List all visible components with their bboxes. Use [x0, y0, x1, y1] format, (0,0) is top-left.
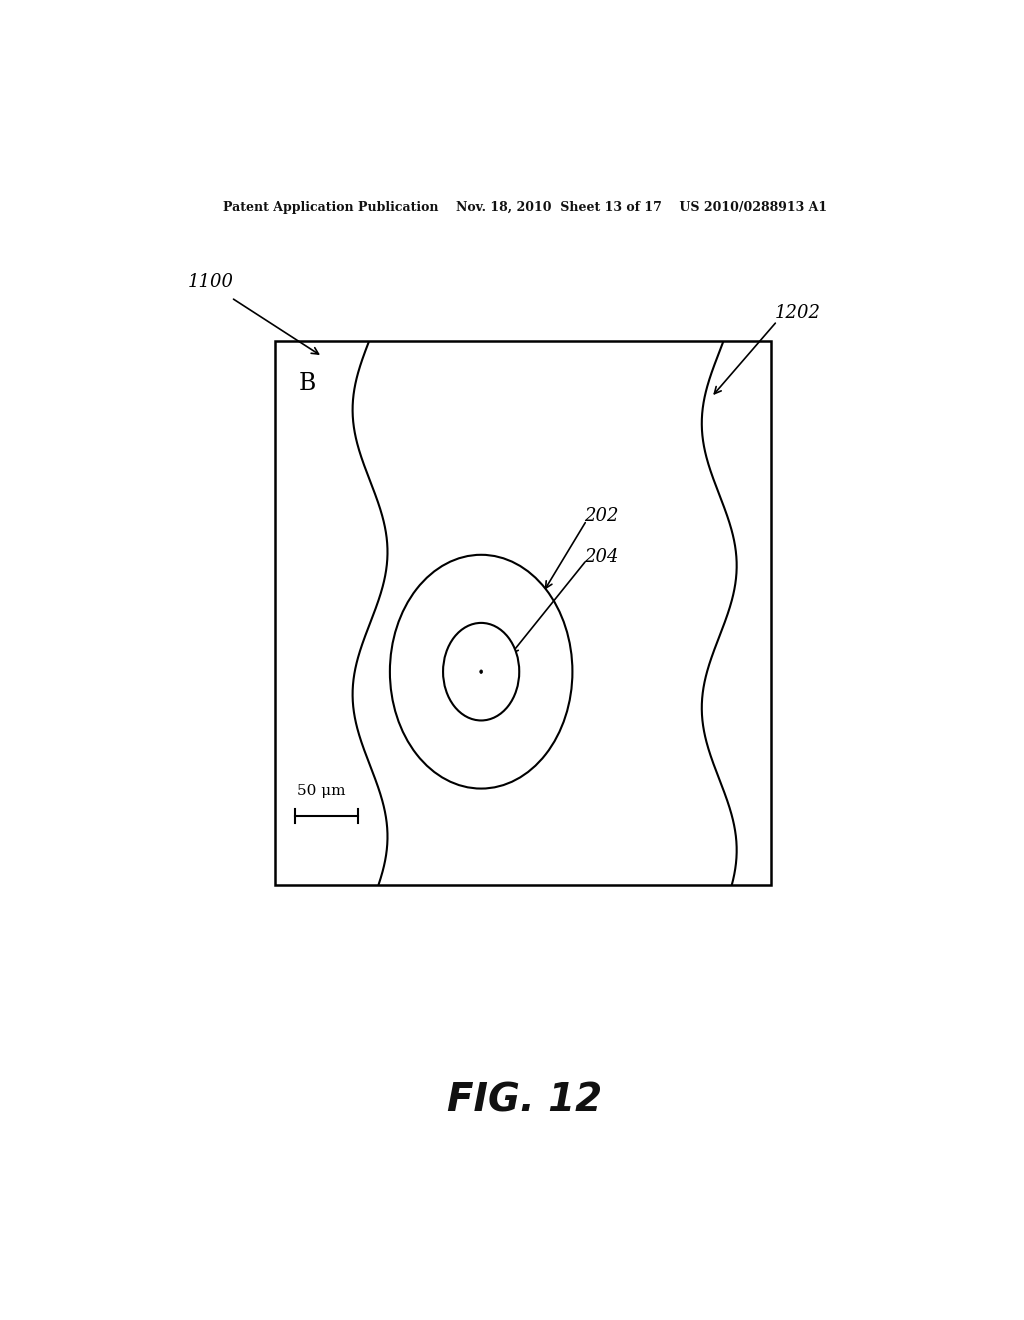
Text: 202: 202 [585, 507, 618, 525]
Text: Patent Application Publication    Nov. 18, 2010  Sheet 13 of 17    US 2010/02889: Patent Application Publication Nov. 18, … [223, 201, 826, 214]
Text: B: B [299, 372, 316, 395]
Circle shape [480, 671, 482, 673]
Bar [274, 342, 771, 886]
Text: 50 μm: 50 μm [297, 784, 345, 797]
Text: 1100: 1100 [187, 273, 233, 292]
Text: FIG. 12: FIG. 12 [447, 1081, 602, 1119]
Circle shape [443, 623, 519, 721]
Text: 1202: 1202 [775, 304, 821, 322]
Text: 204: 204 [585, 548, 618, 566]
